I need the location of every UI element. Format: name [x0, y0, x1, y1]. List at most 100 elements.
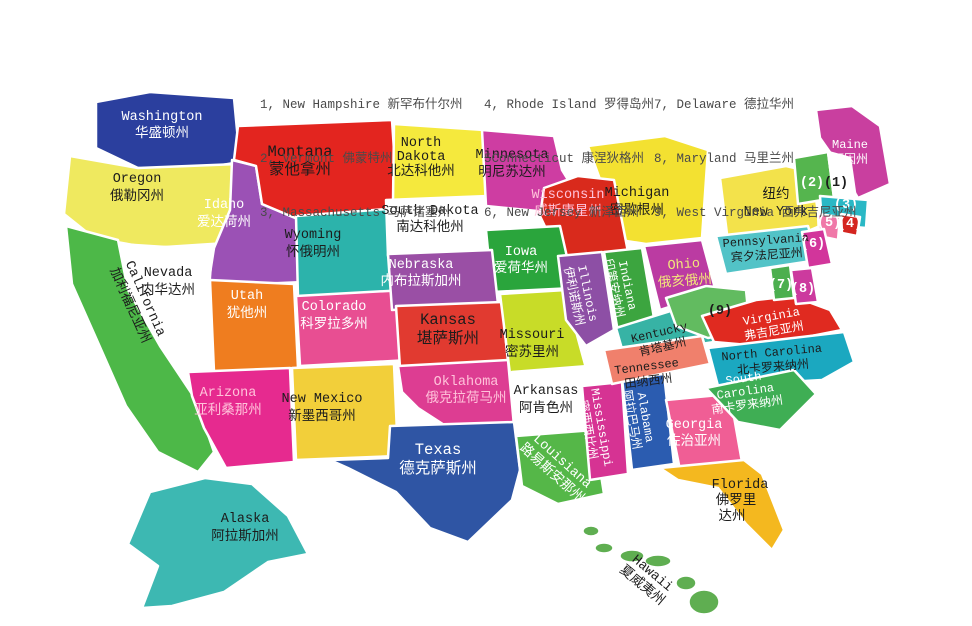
state-arkansas-label: Arkansas 阿肯色州 [514, 384, 579, 417]
state-nevada-label: Nevada 内华达州 [141, 266, 195, 299]
state-ohio-label: Ohio俄亥俄州 [656, 256, 712, 292]
state-new-mexico-label: New Mexico 新墨西哥州 [281, 392, 362, 425]
state-alaska [126, 476, 310, 610]
state-maine-label: Maine 缅因州 [832, 138, 868, 167]
state-nevada [118, 242, 214, 374]
state-south-dakota-label: South Dakota 南达科他州 [381, 204, 478, 236]
svg-text:(5): (5) [817, 216, 841, 231]
legend-entry: 7, Delaware 德拉华州 [654, 98, 795, 112]
state-wisconsin-label: Wisconsin 威斯康星州 [532, 188, 605, 220]
svg-text:(9): (9) [708, 304, 732, 319]
legend-entry: 6, New Jersey 新泽西州 [484, 206, 640, 220]
state-georgia-label: Georgia 佐治亚州 [666, 418, 723, 450]
state-nebraska-label: Nebraska 内布拉斯加州 [381, 258, 462, 290]
state-michigan-label: Michigan 密歇根州 [605, 186, 670, 219]
legend-entry: 1, New Hampshire 新罕布什尔州 [260, 98, 463, 112]
state-new-jersey [800, 227, 834, 270]
legend-column-2: 4, Rhode Island 罗得岛州 5Connecticut 康涅狄格州 … [484, 60, 654, 258]
state-texas-label: Texas 德克萨斯州 [399, 441, 477, 478]
legend-entry: 4, Rhode Island 罗得岛州 [484, 98, 655, 112]
state-colorado-label: Colorado 科罗拉多州 [300, 300, 368, 333]
svg-text:(4): (4) [838, 217, 862, 232]
svg-text:(2): (2) [800, 176, 824, 191]
hawaii-island [675, 575, 697, 591]
state-louisiana [514, 428, 606, 506]
state-north-carolina-label: North Carolina北卡罗来纳州 [721, 342, 823, 378]
state-tennessee [602, 334, 712, 386]
state-illinois [556, 250, 616, 348]
svg-text:(3): (3) [834, 198, 858, 213]
state-washington-label: Washington 华盛顿州 [121, 110, 202, 142]
hawaii-island [688, 589, 720, 615]
state-maine [814, 104, 892, 200]
legend-entry: 9, West Virginia 西弗吉尼亚州 [654, 206, 857, 220]
state-tennessee-label: Tennessee田纳西州 [614, 356, 682, 393]
state-west-virginia-marker: (9) [708, 304, 732, 319]
hawaii-island [594, 542, 614, 554]
state-connecticut-marker: (5) [817, 216, 841, 231]
state-rhode-island [839, 212, 862, 238]
state-new-hampshire-marker: (1) [824, 176, 848, 191]
state-vermont-marker: (2) [800, 176, 824, 191]
legend-column-3: 7, Delaware 德拉华州 8, Maryland 马里兰州 9, Wes… [654, 60, 857, 258]
legend-column-1: 1, New Hampshire 新罕布什尔州 2, Vermont 佛蒙特州 … [260, 60, 463, 258]
svg-text:Ohio俄亥俄州: Ohio俄亥俄州 [656, 256, 712, 292]
svg-text:Tennessee田纳西州: Tennessee田纳西州 [614, 356, 682, 393]
state-oregon [62, 154, 244, 250]
state-oklahoma-label: Oklahoma 俄克拉荷马州 [426, 375, 507, 407]
svg-text:(1): (1) [824, 176, 848, 191]
state-arizona-label: Arizona 亚利桑那州 [194, 386, 262, 419]
state-new-york-label: 纽约 New York [744, 186, 809, 220]
state-kansas-label: Kansas 堪萨斯州 [417, 311, 479, 348]
state-virginia [700, 294, 844, 348]
hawaii-island [582, 525, 600, 537]
state-mississippi [580, 380, 630, 482]
state-delaware-marker: (7) [769, 278, 793, 293]
svg-text:(6): (6) [801, 237, 825, 252]
state-north-dakota-label: North Dakota 北达科他州 [387, 136, 455, 180]
legend-entry: 8, Maryland 马里兰州 [654, 152, 795, 166]
hawaii-island [619, 549, 645, 563]
state-south-carolina [704, 368, 818, 432]
state-montana-label: Montana 蒙他拿州 [267, 143, 332, 179]
state-missouri-label: Missouri 密苏里州 [500, 328, 565, 361]
state-minnesota-label: Minnesota 明尼苏达州 [476, 148, 549, 181]
state-arizona [186, 366, 296, 470]
state-maryland-marker: (8) [791, 282, 815, 297]
state-massachusetts-marker: (3) [834, 198, 858, 213]
state-oregon-label: Oregon 俄勒冈州 [110, 172, 164, 205]
state-north-carolina [706, 330, 856, 388]
state-wyoming-label: Wyoming 怀俄明州 [285, 228, 342, 261]
state-pennsylvania-label: Pennsylvania宾夕法尼亚州 [722, 231, 810, 266]
state-hawaii-islands [582, 525, 720, 615]
svg-text:(7): (7) [769, 278, 793, 293]
svg-text:Pennsylvania宾夕法尼亚州: Pennsylvania宾夕法尼亚州 [722, 231, 810, 266]
legend-entry: 2, Vermont 佛蒙特州 [260, 152, 393, 166]
state-new-jersey-marker: (6) [801, 237, 825, 252]
state-maryland [789, 266, 820, 306]
state-rhode-island-marker: (4) [838, 217, 862, 232]
state-iowa-label: Iowa 爱荷华州 [494, 245, 548, 277]
